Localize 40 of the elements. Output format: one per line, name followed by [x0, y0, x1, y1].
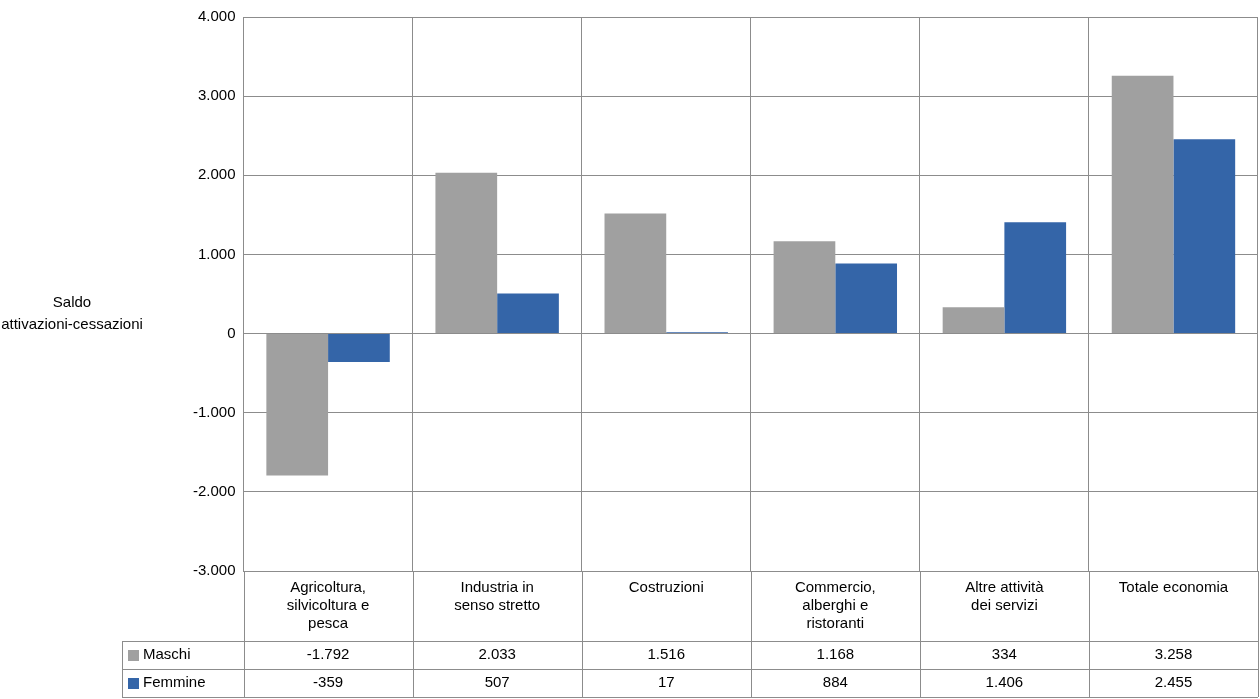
data-label: 1.168	[816, 645, 855, 663]
y-tick-label: 1.000	[197, 244, 236, 262]
bar	[1111, 75, 1174, 334]
data-label: -1.792	[306, 645, 350, 663]
bar	[1173, 139, 1236, 334]
data-label: 1.516	[647, 645, 685, 663]
bar	[773, 241, 836, 334]
bar	[1004, 222, 1067, 334]
x-tick-label: Totale economia	[1118, 578, 1229, 596]
bar	[328, 334, 390, 362]
y-tick-label: -1.000	[192, 402, 236, 420]
y-tick-label: -2.000	[192, 482, 236, 499]
y-tick-label: 2.000	[197, 165, 236, 183]
data-label: 334	[991, 645, 1017, 663]
data-label: 507	[484, 673, 510, 691]
data-label: 2.455	[1154, 673, 1193, 691]
data-label: 17	[657, 673, 675, 691]
data-label: 884	[822, 673, 848, 691]
x-tick-label: Altre attività dei servizi	[965, 578, 1045, 614]
data-label: -359	[313, 673, 344, 691]
bar	[942, 307, 1005, 334]
y-axis-title: Saldo attivazioni-cessazioni	[1, 292, 143, 332]
bar	[266, 334, 329, 476]
bar	[835, 263, 898, 334]
x-tick-label: Costruzioni	[628, 578, 704, 596]
y-tick-label: 4.000	[197, 7, 236, 25]
y-tick-label: -3.000	[192, 561, 236, 579]
x-tick-label: Commercio, alberghi e ristoranti	[794, 578, 876, 632]
data-label: 2.033	[478, 645, 516, 663]
bar	[604, 213, 667, 334]
y-tick-label: 0	[227, 323, 236, 341]
data-label: 3.258	[1154, 645, 1193, 663]
y-tick-label: 3.000	[197, 86, 236, 104]
legend-label: Femmine	[143, 673, 206, 691]
legend-label: Maschi	[143, 645, 191, 663]
x-tick-label: Agricoltura, silvicoltura e pesca	[286, 578, 370, 632]
bar	[497, 293, 559, 334]
data-label: 1.406	[985, 673, 1024, 691]
x-tick-label: Industria in senso stretto	[454, 578, 541, 614]
bar	[435, 172, 498, 334]
